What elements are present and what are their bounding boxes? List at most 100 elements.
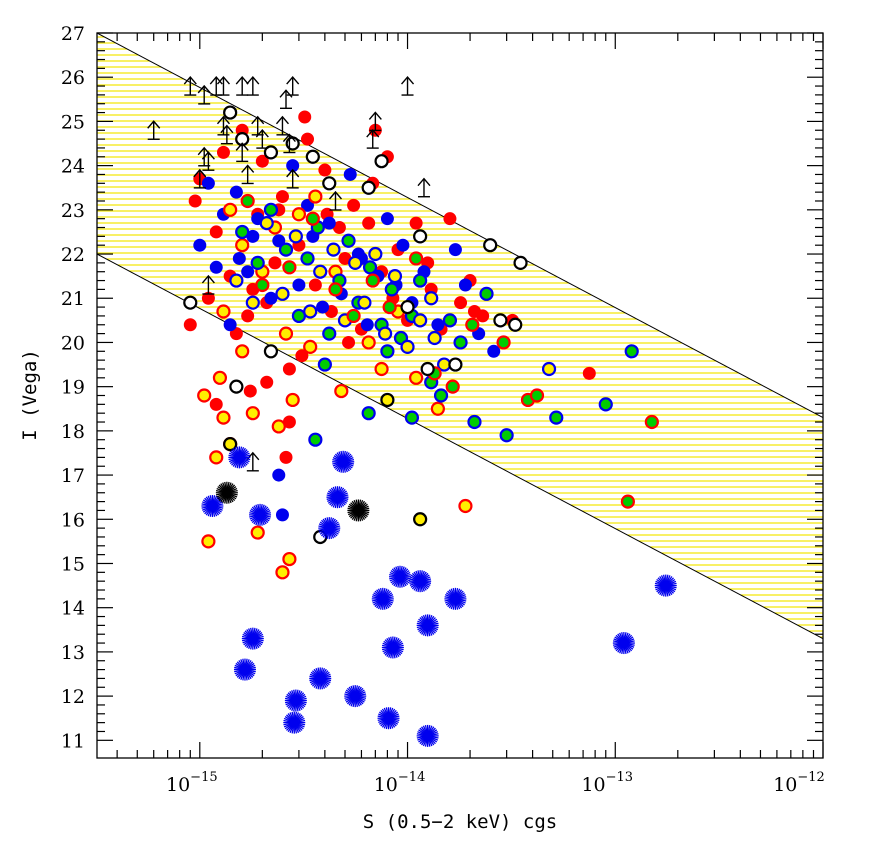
- data-point: [216, 145, 230, 159]
- data-point: [413, 512, 428, 527]
- data-point: [271, 419, 286, 434]
- data-point: [361, 406, 376, 421]
- data-point: [255, 277, 270, 293]
- data-point: [380, 344, 395, 359]
- y-tick-labels: 11 12 13 14 15 16 17 18 19 20 21 22 23 24 25 26 27: [61, 23, 85, 752]
- x-tick-label: 10−14: [374, 770, 426, 796]
- upper-limit-arrow: [193, 168, 207, 189]
- y-tick-label: 14: [61, 598, 85, 620]
- data-point: [322, 176, 337, 191]
- data-point: [263, 145, 279, 160]
- star-point: [654, 574, 677, 597]
- data-point: [216, 410, 231, 425]
- data-point: [193, 238, 207, 252]
- data-point: [454, 296, 468, 310]
- data-point: [368, 246, 383, 262]
- data-point: [292, 278, 306, 292]
- data-point: [232, 251, 246, 265]
- data-point: [301, 132, 315, 146]
- data-point: [343, 167, 357, 181]
- upper-limit-arrow: [368, 111, 382, 132]
- series-black-stars: [215, 481, 370, 522]
- y-tick-label: 16: [61, 509, 85, 531]
- star-point: [612, 632, 635, 655]
- upper-limit-arrow: [183, 75, 197, 96]
- y-tick-label: 21: [61, 288, 85, 310]
- data-point: [300, 251, 315, 266]
- data-point: [387, 269, 403, 284]
- upper-limit-arrow: [235, 142, 249, 163]
- data-point: [508, 317, 523, 332]
- data-point: [229, 273, 244, 288]
- band-upper-line: [97, 33, 823, 419]
- data-point: [201, 534, 216, 549]
- data-point: [493, 313, 508, 328]
- star-point: [416, 724, 439, 747]
- data-point: [413, 273, 428, 288]
- y-tick-label: 17: [61, 465, 85, 487]
- data-point: [223, 437, 238, 452]
- data-point: [305, 149, 320, 164]
- star-point: [318, 517, 341, 540]
- upper-limit-arrow: [366, 129, 380, 149]
- data-point: [229, 327, 243, 341]
- data-point: [209, 397, 223, 411]
- upper-limit-arrow: [328, 190, 343, 211]
- data-point: [303, 304, 318, 319]
- data-point: [620, 494, 635, 509]
- data-point: [360, 318, 374, 332]
- data-point: [313, 264, 328, 279]
- data-point: [268, 256, 282, 270]
- data-point: [318, 163, 332, 177]
- y-axis-title: I (Vega): [19, 349, 41, 441]
- y-tick-label: 15: [61, 553, 85, 575]
- data-point: [378, 326, 393, 341]
- x-tick-labels: 10−15 10−14 10−13 10−12: [166, 770, 825, 796]
- data-point: [445, 379, 460, 394]
- upper-limit-arrow: [220, 124, 234, 145]
- upper-limit-arrow: [216, 75, 230, 96]
- series-green-filled-red-edge: [240, 193, 659, 509]
- data-point: [235, 238, 250, 253]
- data-point: [374, 154, 389, 169]
- data-point: [209, 260, 223, 274]
- data-point: [374, 361, 389, 377]
- data-point: [341, 233, 356, 248]
- data-point: [420, 361, 435, 377]
- data-points: [147, 75, 677, 747]
- series-yellow-filled-blue-edge: [229, 215, 557, 377]
- data-point: [424, 291, 439, 306]
- data-point: [223, 105, 238, 120]
- series-upper-limits: [147, 75, 431, 472]
- data-point: [384, 282, 399, 297]
- data-point: [316, 300, 330, 314]
- data-point: [513, 255, 528, 270]
- star-point: [228, 446, 251, 469]
- star-point: [283, 711, 306, 734]
- data-point: [243, 384, 257, 398]
- star-point: [309, 667, 332, 690]
- star-point: [371, 587, 394, 610]
- data-point: [235, 224, 250, 240]
- x-tick-label: 10−15: [166, 770, 218, 796]
- upper-limit-arrow: [246, 75, 260, 96]
- data-point: [496, 335, 511, 350]
- data-point: [529, 388, 545, 403]
- data-point: [427, 330, 442, 346]
- data-point: [400, 339, 415, 354]
- upper-limit-arrow: [235, 75, 249, 96]
- data-point: [467, 305, 481, 319]
- y-tick-label: 13: [61, 642, 85, 664]
- data-point: [644, 414, 659, 430]
- data-point: [264, 291, 278, 305]
- data-point: [487, 344, 501, 358]
- data-point: [326, 242, 341, 257]
- data-point: [291, 207, 307, 222]
- data-point: [431, 318, 445, 332]
- data-point: [409, 251, 424, 266]
- data-point: [255, 154, 269, 168]
- data-point: [624, 344, 639, 359]
- data-point: [188, 194, 202, 208]
- x-axis-title: S (0.5−2 keV) cgs: [363, 811, 557, 833]
- star-point: [332, 450, 355, 473]
